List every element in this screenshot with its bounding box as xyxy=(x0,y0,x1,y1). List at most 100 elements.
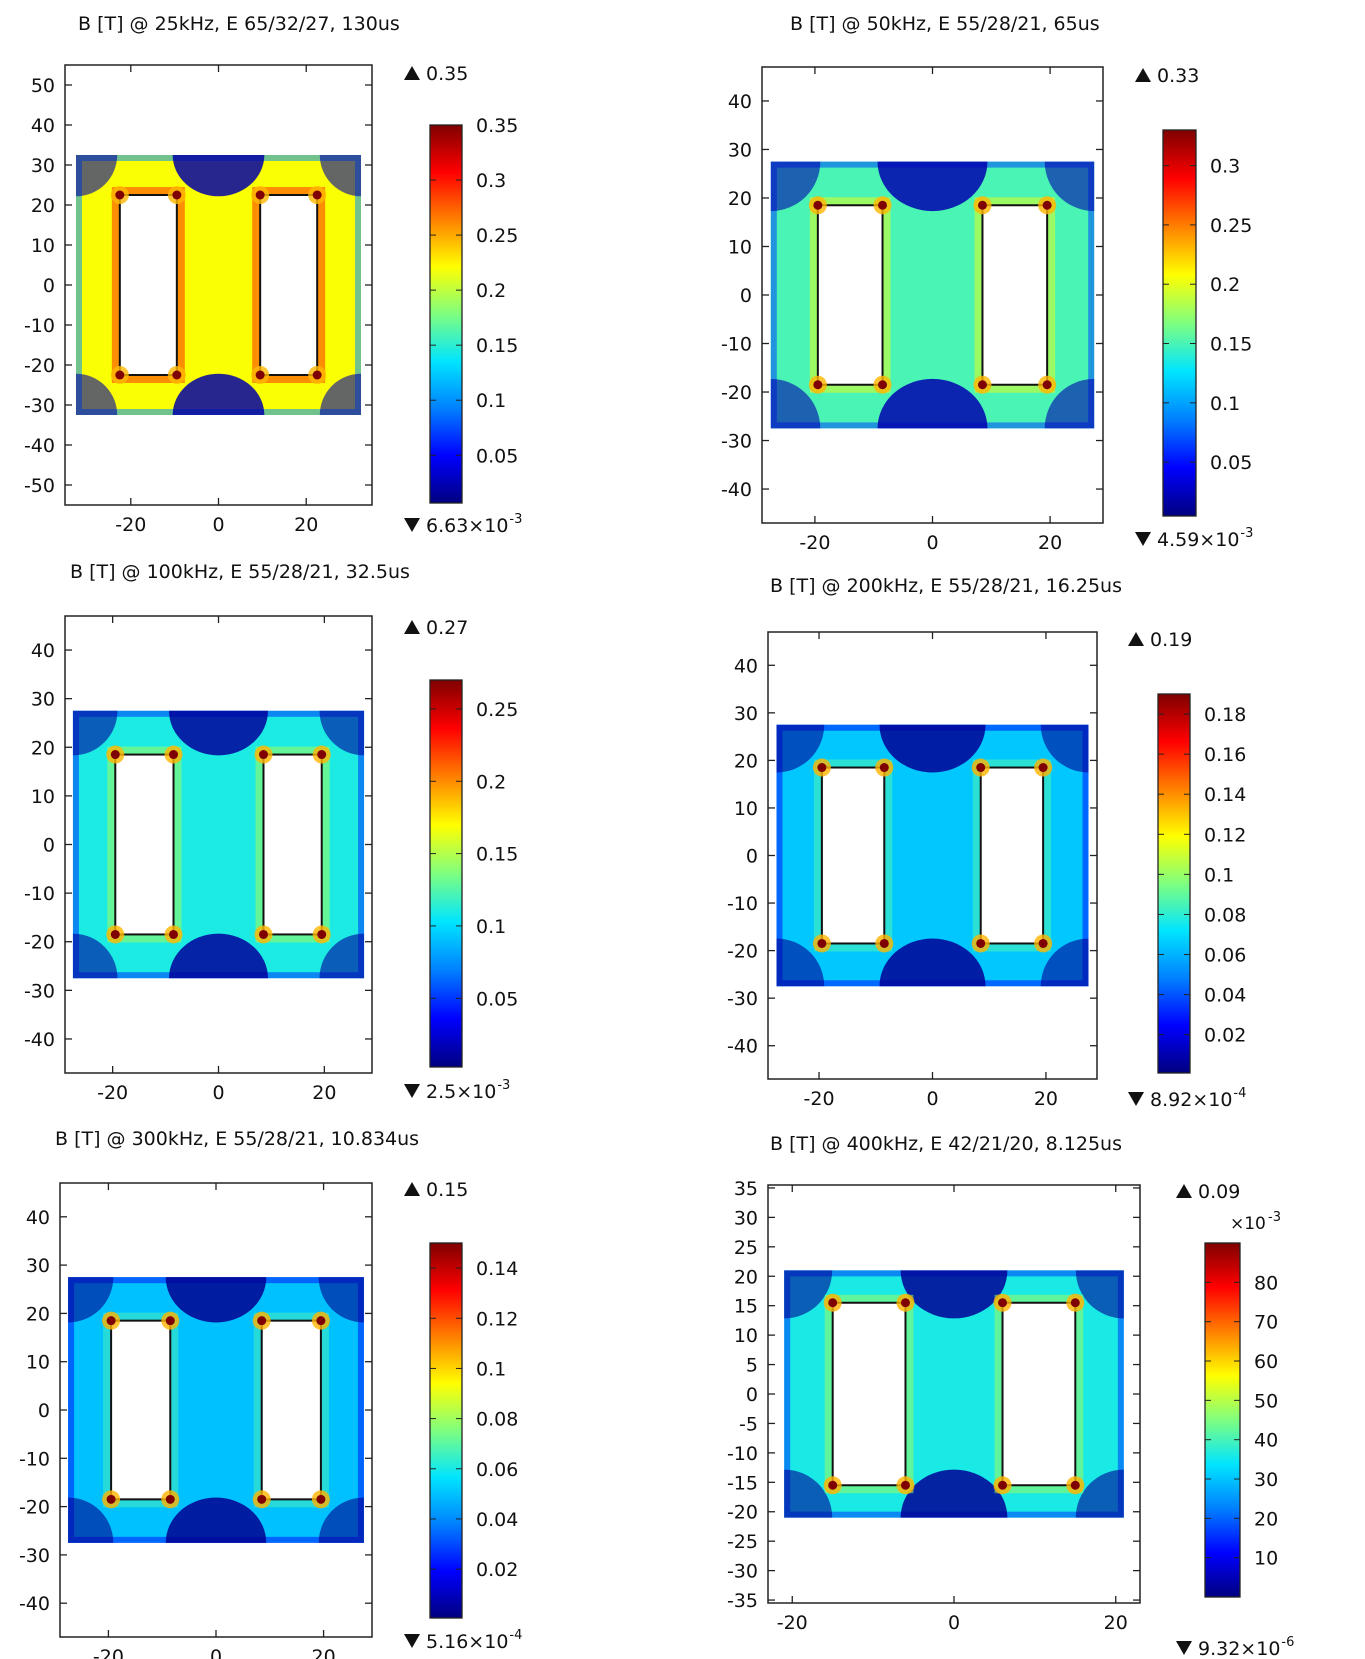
max-marker-icon xyxy=(404,620,420,634)
y-tick-label: 15 xyxy=(734,1296,758,1318)
y-tick-label: -40 xyxy=(727,1036,758,1058)
colorbar-tick-label: 0.1 xyxy=(1204,864,1234,886)
y-tick-label: 0 xyxy=(746,1384,758,1406)
corner-hotspot xyxy=(106,1494,116,1504)
corner-hotspot xyxy=(106,1316,116,1326)
y-tick-label: -40 xyxy=(24,1029,55,1051)
y-tick-label: 0 xyxy=(746,846,758,868)
corner-hotspot xyxy=(1038,763,1048,773)
max-marker-icon xyxy=(1176,1184,1192,1198)
y-tick-label: -20 xyxy=(19,1497,50,1519)
y-tick-label: 35 xyxy=(734,1178,758,1200)
y-tick-label: 30 xyxy=(31,155,55,177)
corner-hotspot xyxy=(115,370,125,380)
chart-panel: B [T] @ 300kHz, E 55/28/21, 10.834us -20 0… xyxy=(19,1128,522,1659)
colorbar-tick-label: 80 xyxy=(1254,1272,1278,1294)
corner-hotspot xyxy=(316,1316,326,1326)
chart-panel: B [T] @ 50kHz, E 55/28/21, 65us -20 0 20 40 3… xyxy=(721,13,1253,554)
winding-window xyxy=(979,766,1045,945)
y-tick-label: 10 xyxy=(734,798,758,820)
corner-hotspot xyxy=(998,1480,1008,1490)
x-tick-label: 20 xyxy=(1104,1612,1128,1634)
x-tick-label: 20 xyxy=(1034,1088,1058,1110)
notch-bottom xyxy=(900,1469,1008,1518)
colorbar-tick-label: 0.08 xyxy=(476,1409,518,1431)
x-tick-label: 0 xyxy=(926,532,938,554)
colorbar-tick-label: 0.12 xyxy=(1204,824,1246,846)
colorbar-tick-label: 0.1 xyxy=(476,916,506,938)
y-tick-label: 25 xyxy=(734,1237,758,1259)
y-tick-label: 30 xyxy=(734,703,758,725)
outer-corner-shade xyxy=(319,933,365,979)
min-value-label: 9.32×10 xyxy=(1198,1638,1280,1659)
corner-hotspot xyxy=(817,938,827,948)
y-tick-label: 0 xyxy=(740,285,752,307)
corner-hotspot xyxy=(900,1298,910,1308)
colorbar-tick-label: 0.14 xyxy=(1204,784,1246,806)
outer-corner-shade xyxy=(776,938,825,987)
outer-corner-shade xyxy=(319,155,362,197)
corner-hotspot xyxy=(110,929,120,939)
colorbar-tick-label: 0.04 xyxy=(476,1509,518,1531)
corner-hotspot xyxy=(172,190,182,200)
colorbar-tick-label: 0.05 xyxy=(1210,452,1252,474)
min-marker-icon xyxy=(404,1084,420,1098)
outer-corner-shade xyxy=(318,1497,364,1543)
min-marker-icon xyxy=(1176,1641,1192,1655)
colorbar-tick-label: 30 xyxy=(1254,1469,1278,1491)
corner-hotspot xyxy=(879,763,889,773)
y-tick-label: 40 xyxy=(31,640,55,662)
window-glow xyxy=(824,1294,914,1494)
colorbar-tick-label: 60 xyxy=(1254,1351,1278,1373)
y-tick-label: 50 xyxy=(31,75,55,97)
x-tick-label: -20 xyxy=(799,532,830,554)
corner-hotspot xyxy=(1070,1480,1080,1490)
colorbar-tick-label: 0.1 xyxy=(1210,393,1240,415)
y-tick-label: -20 xyxy=(721,382,752,404)
y-tick-label: -30 xyxy=(24,980,55,1002)
y-tick-label: -30 xyxy=(24,395,55,417)
outer-corner-shade xyxy=(1044,378,1095,429)
chart-title: B [T] @ 400kHz, E 42/21/20, 8.125us xyxy=(770,1133,1122,1155)
winding-window xyxy=(820,766,886,945)
window-glow xyxy=(253,1312,329,1508)
max-value-label: 0.35 xyxy=(426,63,468,85)
y-tick-label: -30 xyxy=(721,431,752,453)
colorbar-tick-label: 10 xyxy=(1254,1548,1278,1570)
corner-hotspot xyxy=(976,938,986,948)
min-marker-icon xyxy=(1135,532,1151,546)
corner-hotspot xyxy=(813,200,823,210)
y-tick-label: 20 xyxy=(728,188,752,210)
window-glow xyxy=(972,759,1052,952)
x-tick-label: 0 xyxy=(210,1646,222,1659)
min-value-label: 6.63×10 xyxy=(426,515,508,537)
corner-hotspot xyxy=(257,1316,267,1326)
colorbar-tick-label: 0.06 xyxy=(476,1459,518,1481)
corner-hotspot xyxy=(998,1298,1008,1308)
colorbar-tick-label: 0.1 xyxy=(476,390,506,412)
colorbar-tick-label: 0.2 xyxy=(476,280,506,302)
x-tick-label: 20 xyxy=(311,1646,335,1659)
max-marker-icon xyxy=(404,1182,420,1196)
colorbar-tick-label: 0.08 xyxy=(1204,904,1246,926)
chart-title: B [T] @ 25kHz, E 65/32/27, 130us xyxy=(78,13,400,35)
colorbar-tick-label: 0.04 xyxy=(1204,985,1246,1007)
corner-hotspot xyxy=(817,763,827,773)
corner-hotspot xyxy=(312,370,322,380)
outer-corner-shade xyxy=(72,710,118,756)
notch-bottom xyxy=(169,933,268,979)
chart-panel: B [T] @ 100kHz, E 55/28/21, 32.5us -20 0 20… xyxy=(24,561,518,1104)
max-value-label: 0.15 xyxy=(426,1179,468,1201)
max-value-label: 0.19 xyxy=(1150,629,1192,651)
y-tick-label: -10 xyxy=(727,1443,758,1465)
outer-corner-shade xyxy=(68,1497,114,1543)
min-value-label: 8.92×10 xyxy=(1150,1089,1232,1111)
min-value-label: 4.59×10 xyxy=(1157,529,1239,551)
y-tick-label: 20 xyxy=(734,1266,758,1288)
window-glow xyxy=(994,1294,1084,1494)
chart-title: B [T] @ 50kHz, E 55/28/21, 65us xyxy=(790,13,1100,35)
chart-title: B [T] @ 200kHz, E 55/28/21, 16.25us xyxy=(770,575,1122,597)
corner-hotspot xyxy=(976,763,986,773)
corner-hotspot xyxy=(258,929,268,939)
corner-hotspot xyxy=(316,1494,326,1504)
